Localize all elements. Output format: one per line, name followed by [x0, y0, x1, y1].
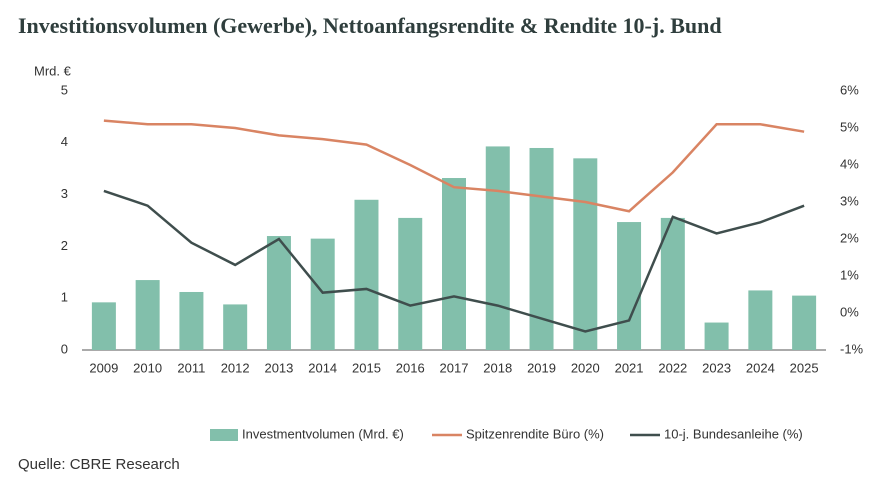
x-tick-label: 2025 [790, 360, 819, 375]
y-tick-label: 3 [61, 186, 68, 201]
x-tick-label: 2018 [483, 360, 512, 375]
bar [573, 158, 598, 350]
legend-label: 10-j. Bundesanleihe (%) [664, 426, 803, 441]
bar [485, 146, 510, 350]
y-tick-label: 4 [61, 134, 68, 149]
y2-tick-label: 4% [840, 156, 859, 171]
x-tick-label: 2011 [177, 360, 205, 375]
x-tick-label: 2017 [440, 360, 469, 375]
bar [266, 236, 291, 350]
y2-tick-label: 0% [840, 304, 859, 319]
y2-tick-label: 3% [840, 193, 859, 208]
x-tick-label: 2022 [658, 360, 687, 375]
bar [91, 302, 116, 350]
bar [223, 304, 248, 350]
bar [660, 217, 685, 350]
y2-tick-label: -1% [840, 341, 864, 356]
bar [617, 222, 642, 350]
legend-swatch [210, 429, 238, 441]
legend-label: Spitzenrendite Büro (%) [466, 426, 604, 441]
line [103, 189, 805, 333]
legend-label: Investmentvolumen (Mrd. €) [242, 426, 404, 441]
source: Quelle: CBRE Research [18, 456, 180, 473]
x-tick-label: 2023 [702, 360, 731, 375]
y2-tick-label: 6% [840, 82, 859, 97]
y-axis-label: Mrd. € [34, 63, 72, 78]
x-tick-label: 2009 [89, 360, 118, 375]
bar [442, 178, 466, 350]
bar [179, 291, 204, 350]
y-tick-label: 2 [61, 238, 68, 253]
x-tick-label: 2013 [264, 360, 293, 375]
y2-tick-label: 1% [840, 267, 859, 282]
x-tick-label: 2019 [527, 360, 556, 375]
y2-tick-label: 2% [840, 230, 859, 245]
x-tick-label: 2015 [352, 360, 381, 375]
bar [354, 199, 379, 350]
bar [310, 238, 335, 350]
y2-tick-label: 5% [840, 119, 859, 134]
y-tick-label: 5 [61, 82, 68, 97]
bar [792, 295, 817, 350]
line [103, 119, 805, 213]
bar [748, 290, 773, 350]
x-tick-label: 2020 [571, 360, 600, 375]
x-tick-label: 2016 [396, 360, 425, 375]
bar [398, 217, 423, 350]
y-tick-label: 1 [61, 290, 68, 305]
chart-title: Investitionsvolumen (Gewerbe), Nettoanfa… [18, 13, 722, 38]
x-tick-label: 2024 [746, 360, 775, 375]
bar [704, 322, 729, 350]
x-tick-label: 2010 [133, 360, 162, 375]
bar [135, 280, 160, 350]
x-tick-label: 2012 [221, 360, 250, 375]
x-tick-label: 2021 [615, 360, 644, 375]
y-tick-label: 0 [61, 341, 68, 356]
x-tick-label: 2014 [308, 360, 337, 375]
